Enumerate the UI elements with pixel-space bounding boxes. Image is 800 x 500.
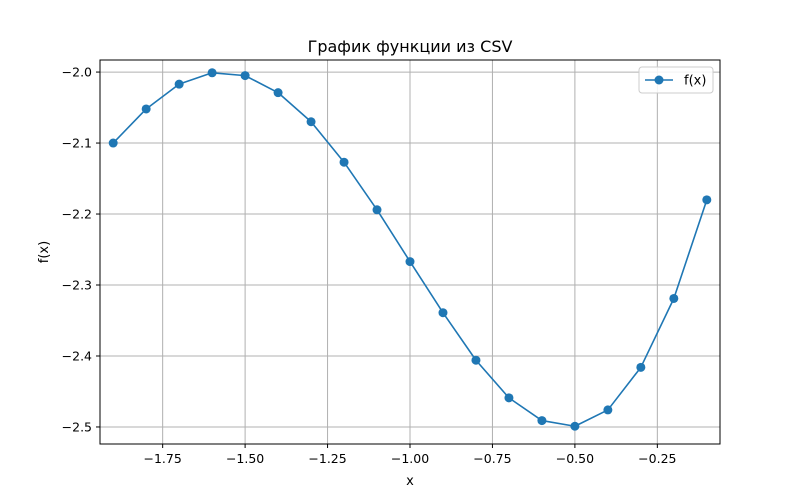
x-tick-label: −1.75: [144, 451, 182, 466]
legend: f(x): [638, 66, 714, 94]
x-axis-label: x: [406, 474, 414, 489]
y-tick-label: −2.2: [62, 207, 92, 222]
data-point: [504, 393, 514, 403]
data-point: [603, 405, 613, 415]
y-axis-label: f(x): [37, 241, 52, 263]
data-point: [306, 117, 316, 127]
x-tick-label: −1.00: [391, 451, 429, 466]
legend-box: [638, 66, 714, 94]
data-point: [438, 308, 448, 318]
data-point: [108, 138, 118, 148]
legend-entry-f-x: f(x): [684, 74, 706, 89]
y-axis-ticks: −2.0 −2.1 −2.2 −2.3 −2.4 −2.5: [62, 65, 100, 434]
x-tick-label: −0.50: [556, 451, 594, 466]
data-point: [405, 257, 415, 267]
data-point: [372, 205, 382, 215]
x-tick-label: −1.25: [308, 451, 346, 466]
data-point: [339, 157, 349, 167]
x-axis-ticks: −1.75 −1.50 −1.25 −1.00 −0.75 −0.50 −0.25: [144, 444, 676, 466]
x-tick-label: −1.50: [226, 451, 264, 466]
data-point: [141, 104, 151, 114]
y-tick-label: −2.1: [62, 136, 92, 151]
data-point: [669, 293, 679, 303]
grid: [100, 60, 720, 444]
y-tick-label: −2.0: [62, 65, 92, 80]
x-tick-label: −0.75: [473, 451, 511, 466]
legend-marker-swatch: [654, 75, 664, 85]
data-point: [636, 362, 646, 372]
y-tick-label: −2.5: [62, 419, 92, 434]
y-tick-label: −2.4: [62, 348, 92, 363]
data-point: [471, 355, 481, 365]
data-point: [174, 79, 184, 89]
data-point: [207, 68, 217, 78]
data-point: [537, 416, 547, 426]
data-point: [240, 71, 250, 81]
data-point: [273, 88, 283, 98]
x-tick-label: −0.25: [638, 451, 676, 466]
data-point: [702, 195, 712, 205]
y-tick-label: −2.3: [62, 278, 92, 293]
series-f-x: [108, 68, 712, 431]
chart-title: График функции из CSV: [308, 37, 513, 56]
data-point: [570, 421, 580, 431]
